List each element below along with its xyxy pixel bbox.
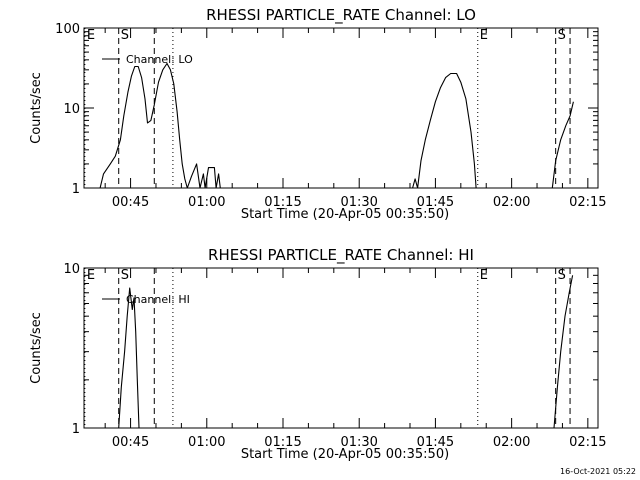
x-tick-label: 02:15 (569, 435, 606, 450)
x-tick-label: 00:45 (112, 195, 149, 210)
x-tick-label: 01:45 (417, 195, 454, 210)
x-tick-label: 01:15 (264, 435, 301, 450)
x-tick-label: 01:00 (188, 435, 225, 450)
x-axis-label: Start Time (20-Apr-05 00:35:50) (241, 447, 449, 462)
series-line (118, 287, 140, 429)
x-tick-label: 01:30 (340, 435, 377, 450)
marker-label: S (121, 268, 129, 283)
x-tick-label: 00:45 (112, 435, 149, 450)
x-axis-label: Start Time (20-Apr-05 00:35:50) (241, 207, 449, 222)
marker-label: E (480, 28, 488, 43)
footer-timestamp: 16-Oct-2021 05:22 (560, 467, 636, 476)
marker-label: E (87, 28, 95, 43)
y-axis-label: Counts/sec (29, 72, 44, 144)
x-tick-label: 02:00 (493, 195, 530, 210)
marker-label: S (558, 28, 566, 43)
x-tick-label: 01:30 (340, 195, 377, 210)
y-tick-label: 10 (63, 102, 80, 117)
x-tick-label: 01:15 (264, 195, 301, 210)
x-tick-label: 02:15 (569, 195, 606, 210)
marker-label: E (87, 268, 95, 283)
series-line (553, 275, 574, 429)
chart-title: RHESSI PARTICLE_RATE Channel: LO (206, 6, 476, 25)
legend-label: Channel: LO (126, 53, 193, 66)
chart-panel-2: RHESSI PARTICLE_RATE Channel: HI Counts/s… (29, 246, 607, 462)
marker-label: E (480, 268, 488, 283)
x-tick-label: 01:00 (188, 195, 225, 210)
series-line (412, 72, 477, 189)
y-tick-label: 10 (63, 262, 80, 277)
x-tick-label: 01:45 (417, 435, 454, 450)
series-line (99, 62, 221, 189)
legend-label: Channel: HI (126, 293, 190, 306)
chart-title: RHESSI PARTICLE_RATE Channel: HI (208, 246, 474, 265)
x-tick-label: 02:00 (493, 435, 530, 450)
y-axis-label: Counts/sec (29, 312, 44, 384)
series-line (551, 101, 574, 189)
plot-frame (83, 27, 599, 189)
marker-label: S (558, 268, 566, 283)
chart-panel-1: RHESSI PARTICLE_RATE Channel: LO Counts/s… (29, 6, 607, 222)
y-tick-label: 1 (72, 182, 80, 197)
y-tick-label: 100 (55, 22, 80, 37)
plot-frame (83, 267, 599, 429)
marker-label: S (121, 28, 129, 43)
y-tick-label: 1 (72, 422, 80, 437)
